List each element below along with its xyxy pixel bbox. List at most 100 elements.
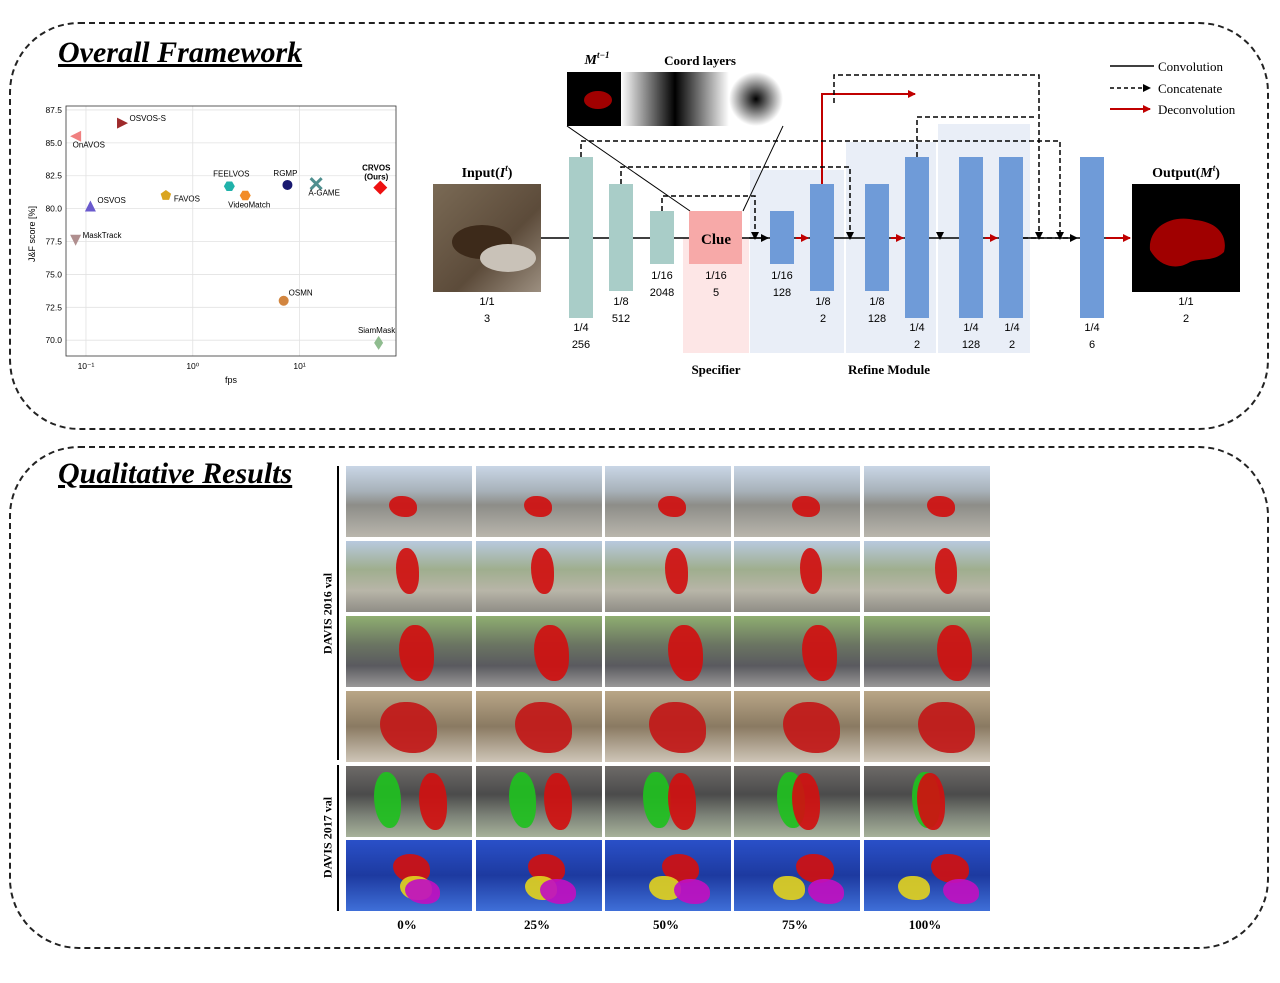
result-thumbnail (605, 466, 731, 537)
block-channel-label: 5 (713, 287, 719, 299)
marker-favos (160, 189, 172, 200)
rock-shape (480, 244, 536, 272)
prev-mask-label: Mt−1 (584, 50, 610, 68)
y-tick-label: 85.0 (45, 138, 62, 148)
result-thumbnail (476, 541, 602, 612)
block-channel-label: 128 (868, 313, 886, 325)
row-group-davis-2017: DAVIS 2017 val (320, 796, 335, 879)
result-thumbnail (605, 766, 731, 837)
framework-title: Overall Framework (58, 36, 303, 69)
column-label: 0% (397, 917, 417, 932)
segmentation-mask (544, 773, 572, 830)
marker-osvos (84, 200, 96, 212)
encoder-block-1-4 (569, 157, 593, 318)
fps-vs-score-chart: 87.5 85.0 82.5 80.0 77.5 75.0 72.5 70.0 10⁻¹ 10⁰… (27, 105, 397, 385)
x-tick-label: 10⁻¹ (78, 361, 95, 371)
segmentation-mask (795, 854, 834, 883)
point-label: A-GAME (308, 189, 340, 198)
coord-layer-r (729, 72, 783, 126)
segmentation-mask (783, 701, 840, 753)
framework-panel (9, 22, 1269, 430)
decoder-block-1-8a (810, 184, 834, 291)
y-tick-label: 87.5 (45, 105, 62, 115)
segmentation-mask (930, 854, 969, 883)
block-scale-label: 1/16 (705, 270, 726, 282)
decoder-block-1-16 (770, 211, 794, 264)
concat-arrowheads (751, 232, 1078, 242)
point-label: OSVOS (97, 196, 125, 205)
marker-feelvos (223, 181, 235, 192)
y-tick-label: 82.5 (45, 171, 62, 181)
result-thumbnail (864, 691, 990, 762)
decoder-block-1-8b (865, 184, 889, 291)
chart-grid (66, 106, 396, 356)
marker-onavos (70, 130, 82, 142)
result-thumbnail (346, 766, 472, 837)
result-thumbnail (864, 466, 990, 537)
output-mask-shape (1149, 218, 1225, 267)
column-label: 25% (524, 917, 550, 932)
segmentation-mask (657, 495, 686, 518)
point-label: OnAVOS (73, 140, 105, 149)
block-channel-label: 2 (1183, 313, 1189, 325)
block-channel-label: 2048 (650, 287, 674, 299)
marker-crvos (373, 180, 388, 195)
y-tick-label: 80.0 (45, 204, 62, 214)
result-thumbnail (476, 766, 602, 837)
coord-connector-left (566, 125, 691, 212)
segmentation-mask (405, 879, 441, 904)
segmentation-mask (540, 879, 576, 904)
decoder-block-1-4b (959, 157, 983, 318)
block-scale-label: 1/4 (909, 322, 924, 334)
coord-layers-label: Coord layers (664, 53, 736, 68)
result-thumbnail (605, 541, 731, 612)
result-thumbnail (476, 840, 602, 911)
result-thumbnail (476, 466, 602, 537)
segmentation-mask (943, 879, 979, 904)
decoder-block-1-4a (905, 157, 929, 318)
block-scale-label: 1/1 (479, 296, 494, 308)
segmentation-mask (773, 875, 805, 901)
block-channel-label: 3 (484, 313, 490, 325)
block-scale-label: 1/16 (771, 270, 792, 282)
y-tick-label: 72.5 (45, 302, 62, 312)
marker-videomatch (239, 190, 251, 201)
marker-osmn (278, 295, 289, 306)
y-tick-label: 77.5 (45, 237, 62, 247)
segmentation-mask (808, 879, 844, 904)
segmentation-mask (668, 773, 696, 830)
y-tick-label: 75.0 (45, 269, 62, 279)
block-labels: 1/131/42561/85121/1620481/1651/161281/82… (479, 270, 1193, 351)
qualitative-panel (9, 446, 1269, 949)
legend-conv: Convolution (1158, 59, 1224, 74)
result-thumbnail (734, 541, 860, 612)
block-scale-label: 1/4 (963, 322, 978, 334)
group-divider-2016 (337, 466, 339, 760)
block-channel-label: 2 (1009, 339, 1015, 351)
point-label: OSVOS-S (130, 114, 166, 123)
point-label: OSMN (289, 289, 313, 298)
result-thumbnail (346, 541, 472, 612)
result-thumbnail (605, 691, 731, 762)
architecture-diagram: Input(It) Mt−1 Coord layers Clue Output(… (433, 50, 1240, 377)
marker-siammask (374, 335, 384, 350)
result-thumbnail (864, 766, 990, 837)
block-channel-label: 256 (572, 339, 590, 351)
clue-block (689, 211, 742, 264)
result-thumbnail (734, 840, 860, 911)
segmentation-mask (934, 548, 958, 595)
segmentation-mask (668, 624, 704, 682)
marker-masktrack (70, 234, 82, 246)
result-thumbnail (864, 840, 990, 911)
block-scale-label: 1/16 (651, 270, 672, 282)
segmentation-mask (388, 495, 417, 518)
segmentation-mask (419, 773, 447, 830)
result-thumbnail (864, 541, 990, 612)
output-title: Output(Mt) (1152, 163, 1220, 181)
block-scale-label: 1/8 (815, 296, 830, 308)
point-label: CRVOS (Ours) (362, 164, 391, 182)
segmentation-mask (380, 701, 437, 753)
result-thumbnail (734, 691, 860, 762)
specifier-label: Specifier (691, 362, 740, 377)
x-tick-label: 10⁰ (186, 361, 199, 371)
